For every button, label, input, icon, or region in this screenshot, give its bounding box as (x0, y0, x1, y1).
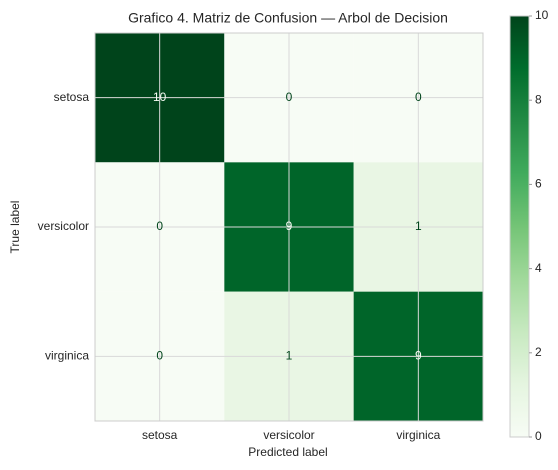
y-tick-label: versicolor (38, 219, 89, 233)
x-tick-label: setosa (142, 428, 178, 442)
colorbar-tick-label: 10 (535, 8, 549, 22)
chart-title: Grafico 4. Matriz de Confusion — Arbol d… (128, 10, 448, 26)
colorbar (509, 15, 530, 438)
colorbar-tick-label: 6 (535, 177, 542, 191)
x-tick-label: virginica (396, 428, 440, 442)
colorbar-tick-label: 4 (535, 261, 542, 275)
cell-label: 1 (286, 349, 293, 363)
y-tick-label: setosa (54, 90, 90, 104)
colorbar-tick-label: 8 (535, 92, 542, 106)
cell-label: 0 (286, 90, 293, 104)
cell-label: 1 (415, 219, 422, 233)
x-tick-label: versicolor (263, 428, 314, 442)
x-axis-label: Predicted label (248, 445, 327, 459)
cell-label: 0 (156, 219, 163, 233)
cell-label: 9 (286, 219, 293, 233)
plot-frame (94, 32, 484, 422)
cell-label: 0 (156, 349, 163, 363)
colorbar-tick-label: 2 (535, 345, 542, 359)
colorbar-tick-label: 0 (535, 429, 542, 443)
y-axis-label: True label (8, 201, 22, 254)
cell-label: 9 (415, 349, 422, 363)
cell-label: 0 (415, 90, 422, 104)
y-tick-label: virginica (45, 349, 89, 363)
cell-label: 10 (153, 90, 167, 104)
